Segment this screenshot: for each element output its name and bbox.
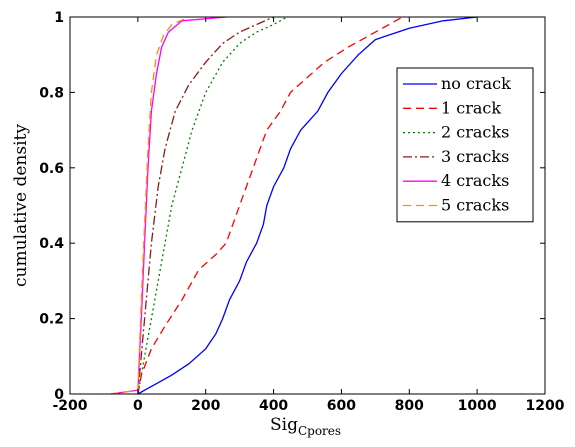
legend-label-0: no crack [441, 74, 511, 93]
x-tick-label-4: 600 [327, 398, 356, 414]
legend-label-2: 2 cracks [441, 123, 509, 142]
legend: no crack 1 crack 2 cracks 3 cracks 4 cracks 5… [397, 68, 533, 222]
legend-label-3: 3 cracks [441, 147, 509, 166]
y-axis-label: cumulative density [11, 124, 31, 287]
y-tick-label-2: 0.4 [39, 236, 64, 252]
x-axis-label-subscript: Cpores [298, 424, 341, 438]
legend-label-1: 1 crack [441, 98, 501, 117]
legend-label-5: 5 cracks [441, 196, 509, 215]
series-line-1 [138, 17, 403, 394]
x-tick-label-1: 0 [133, 398, 143, 414]
y-tick-label-5: 1 [54, 10, 64, 26]
x-tick-label-2: 200 [191, 398, 220, 414]
series-line-4 [111, 17, 226, 394]
legend-label-4: 4 cracks [441, 171, 509, 190]
series-line-3 [138, 17, 274, 394]
y-tick-label-3: 0.6 [39, 161, 64, 177]
x-tick-label-5: 800 [395, 398, 424, 414]
x-tick-label-7: 1200 [526, 398, 565, 414]
series-line-5 [111, 17, 189, 394]
series-line-2 [138, 17, 287, 394]
x-tick-label-6: 1000 [458, 398, 497, 414]
y-tick-label-1: 0.2 [39, 312, 64, 328]
x-axis-label-main: Sig [270, 415, 298, 435]
y-tick-label-4: 0.8 [39, 85, 64, 101]
x-tick-label-3: 400 [259, 398, 288, 414]
x-axis-label: SigCpores [270, 415, 341, 438]
y-tick-label-0: 0 [54, 387, 64, 403]
